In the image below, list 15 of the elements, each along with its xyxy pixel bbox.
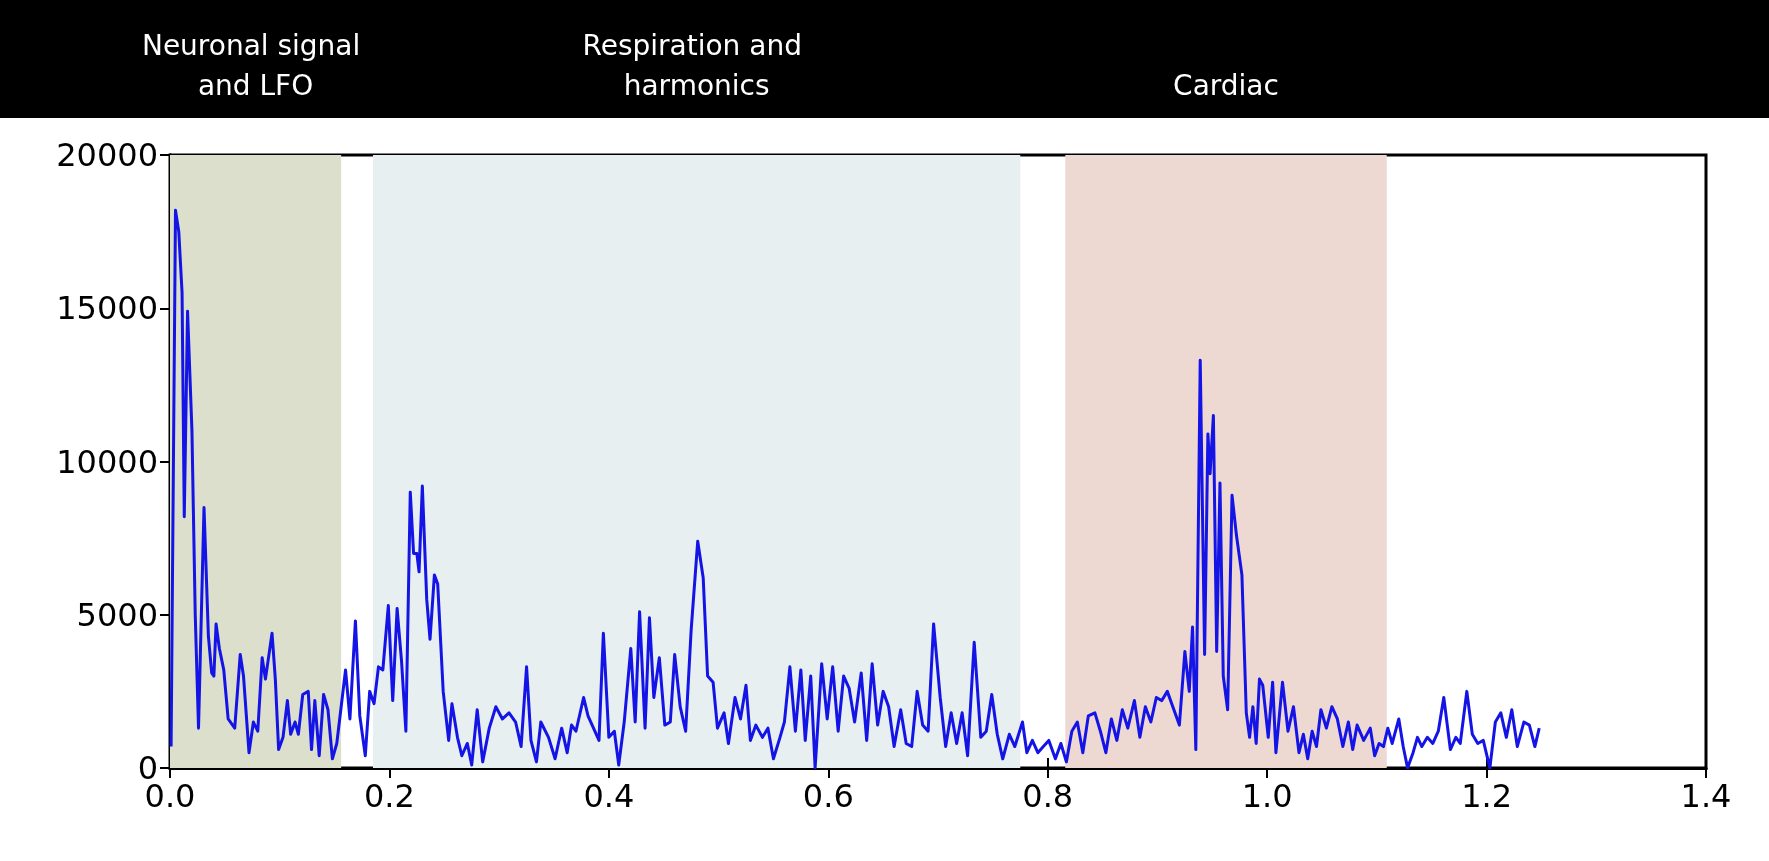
band-label: Cardiac (1173, 68, 1279, 102)
x-tick-label: 0.8 (1022, 777, 1074, 815)
x-tick-label: 0.4 (583, 777, 635, 815)
x-tick-label: 1.2 (1461, 777, 1513, 815)
x-tick-label: 0.2 (363, 777, 415, 815)
y-tick-label: 15000 (56, 289, 158, 328)
band-label: Neuronal signal and LFO (141, 28, 370, 102)
x-tick-label: 0.6 (802, 777, 854, 815)
y-tick-label: 5000 (76, 595, 158, 634)
y-tick-label: 20000 (56, 136, 158, 174)
y-tick-label: 10000 (56, 442, 158, 481)
band-label: Respiration and harmonics (582, 28, 811, 102)
x-tick-label: 1.0 (1241, 777, 1293, 815)
x-tick-label: 1.4 (1680, 777, 1732, 815)
line-series (169, 208, 1541, 770)
